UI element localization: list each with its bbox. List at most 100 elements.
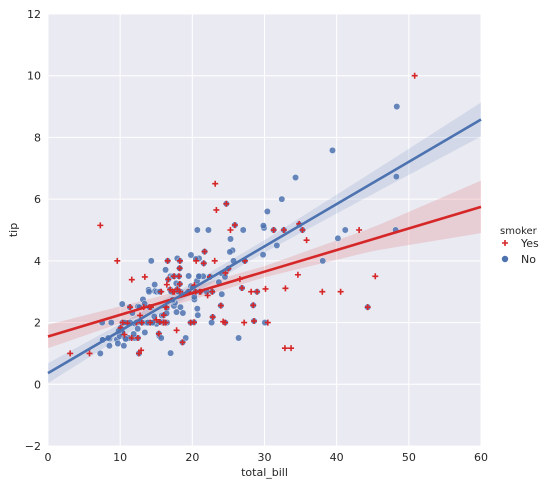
- point-yes: [280, 227, 287, 233]
- point-yes: [319, 288, 326, 295]
- point-yes: [411, 72, 418, 79]
- point-no: [177, 303, 184, 311]
- point-no: [107, 319, 115, 326]
- point-yes: [238, 285, 245, 292]
- y-tick-label: 12: [27, 8, 41, 21]
- point-yes: [209, 288, 216, 295]
- y-tick-label: 10: [27, 70, 41, 83]
- point-yes: [222, 319, 229, 326]
- point-no: [319, 257, 327, 265]
- point-yes: [137, 312, 144, 319]
- point-no: [263, 208, 271, 215]
- point-yes: [121, 331, 128, 338]
- point-yes: [156, 318, 163, 325]
- point-no: [193, 305, 201, 313]
- legend-label-no: No: [521, 253, 536, 266]
- point-no: [162, 266, 169, 274]
- point-no: [218, 290, 226, 298]
- point-no: [179, 309, 187, 317]
- point-no: [194, 311, 202, 319]
- point-yes: [127, 304, 134, 311]
- x-axis-label: total_bill: [241, 466, 288, 479]
- point-yes: [254, 288, 261, 295]
- point-yes: [164, 257, 171, 264]
- point-no: [120, 342, 128, 350]
- point-no: [118, 300, 126, 308]
- point-no: [106, 342, 113, 350]
- point-yes: [158, 288, 165, 295]
- point-no: [185, 272, 193, 280]
- point-yes: [282, 285, 289, 292]
- point-no: [292, 174, 299, 181]
- x-tick-label: 40: [330, 451, 344, 464]
- point-no: [341, 226, 349, 234]
- point-yes: [147, 319, 154, 326]
- point-no: [151, 281, 159, 289]
- point-yes: [222, 269, 229, 276]
- point-yes: [163, 281, 170, 288]
- x-tick-label: 30: [258, 451, 272, 464]
- y-tick-label: 4: [34, 255, 41, 268]
- point-no: [134, 325, 142, 333]
- point-yes: [356, 227, 363, 233]
- point-yes: [337, 288, 344, 295]
- point-yes: [303, 237, 310, 244]
- point-yes: [176, 265, 183, 272]
- y-tick-label: −2: [25, 440, 41, 453]
- point-yes: [176, 257, 183, 264]
- point-yes: [211, 257, 218, 264]
- x-tick-label: 0: [45, 451, 52, 464]
- legend-label-yes: Yes: [520, 237, 539, 250]
- point-yes: [209, 314, 216, 321]
- point-yes: [67, 350, 74, 357]
- y-tick-label: 8: [34, 131, 41, 144]
- point-no: [122, 335, 130, 343]
- point-yes: [114, 257, 121, 264]
- regression-line-yes: [47, 205, 482, 338]
- point-yes: [262, 285, 269, 292]
- point-no: [239, 226, 247, 234]
- regression-lines: [47, 118, 482, 375]
- point-no: [392, 173, 400, 181]
- y-tick-label: 6: [34, 193, 41, 206]
- point-yes: [128, 335, 135, 341]
- point-yes: [270, 227, 277, 233]
- point-yes: [128, 276, 135, 283]
- point-no: [260, 222, 267, 230]
- point-yes: [227, 227, 234, 233]
- point-yes: [176, 288, 183, 295]
- point-no: [334, 234, 342, 242]
- ci-band-yes: [48, 180, 481, 349]
- point-no: [273, 242, 281, 249]
- legend: smoker Yes No: [500, 226, 539, 266]
- point-yes: [173, 327, 180, 334]
- point-no: [187, 251, 195, 259]
- point-no: [193, 226, 201, 234]
- point-no: [167, 349, 175, 357]
- point-yes: [213, 206, 220, 213]
- point-no: [227, 235, 234, 243]
- x-tick-label: 60: [474, 451, 488, 464]
- point-yes: [175, 273, 182, 280]
- point-no: [259, 251, 267, 259]
- y-tick-label: 2: [34, 317, 41, 330]
- point-yes: [264, 319, 271, 326]
- confidence-bands: [48, 102, 481, 384]
- regression-line-no: [47, 118, 482, 375]
- point-yes: [160, 312, 167, 319]
- y-axis-label: tip: [7, 223, 20, 237]
- point-yes: [176, 281, 183, 287]
- point-yes: [372, 273, 379, 280]
- point-yes: [212, 180, 219, 187]
- legend-title: smoker: [500, 226, 538, 237]
- point-no: [278, 195, 286, 203]
- point-yes: [135, 350, 142, 357]
- legend-marker-no: [501, 255, 509, 263]
- point-yes: [179, 339, 186, 346]
- x-tick-label: 20: [185, 451, 199, 464]
- point-yes: [294, 271, 301, 278]
- point-yes: [134, 335, 141, 341]
- point-no: [195, 272, 203, 280]
